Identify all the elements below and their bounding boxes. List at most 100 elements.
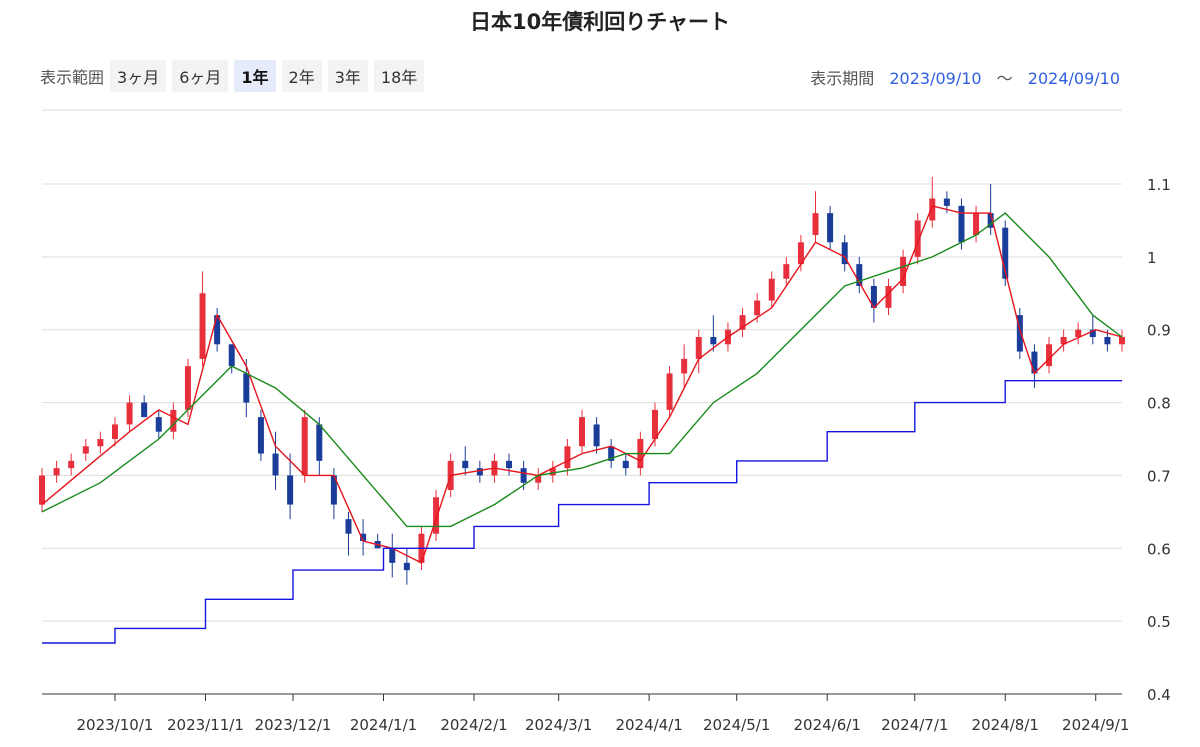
candle-body-down — [243, 373, 250, 403]
candle-body-down — [330, 475, 337, 505]
period-end-date[interactable]: 2024/09/10 — [1027, 69, 1120, 88]
candle-body-up — [1119, 337, 1125, 345]
range-3y-button[interactable]: 3年 — [327, 60, 368, 92]
candle-body-down — [593, 424, 600, 447]
candle-body-up — [535, 475, 542, 483]
x-tick-label: 2023/12/1 — [255, 716, 332, 734]
candle-body-up — [126, 402, 133, 425]
candle-body-up — [929, 198, 936, 221]
candle-body-up — [579, 417, 585, 447]
candle-body-down — [141, 402, 148, 418]
mid-moving-average-line — [41, 212, 1123, 528]
candle-body-down — [272, 453, 279, 476]
candle-body-down — [520, 468, 527, 483]
y-tick-label: 0.6 — [1147, 540, 1171, 558]
range-18y-button[interactable]: 18年 — [373, 60, 425, 92]
candle-body-down — [228, 344, 235, 367]
long-moving-average-line — [42, 380, 1122, 644]
candle-body-down — [710, 337, 717, 345]
candle-body-down — [462, 460, 469, 469]
y-tick-label: 1.1 — [1147, 176, 1171, 194]
range-3m-button[interactable]: 3ヶ月 — [110, 60, 167, 92]
candle-body-down — [622, 460, 629, 469]
candle-body-up — [433, 497, 440, 534]
y-tick-label: 0.4 — [1147, 686, 1171, 704]
range-1y-button[interactable]: 1年 — [234, 60, 276, 92]
x-tick-label: 2023/10/1 — [77, 716, 154, 734]
x-tick-label: 2024/3/1 — [525, 716, 592, 734]
candle-body-down — [987, 213, 994, 228]
period-display: 表示期間 2023/09/10 ～ 2024/09/10 — [810, 65, 1120, 89]
candle-body-up — [914, 220, 921, 257]
candle-body-up — [885, 286, 892, 308]
candle-body-down — [287, 475, 294, 505]
candle-body-up — [651, 409, 658, 439]
candle-body-up — [564, 446, 571, 469]
candle-body-down — [345, 519, 352, 534]
candle-body-up — [301, 417, 308, 476]
candle-body-down — [257, 417, 264, 454]
x-tick-label: 2024/9/1 — [1062, 716, 1129, 734]
candle-body-up — [666, 373, 673, 410]
candle-body-down — [1089, 329, 1096, 337]
candle-body-up — [184, 366, 191, 410]
x-tick-label: 2024/7/1 — [881, 716, 948, 734]
period-start-date[interactable]: 2023/09/10 — [889, 69, 982, 88]
candle-body-down — [827, 213, 834, 243]
short-moving-average-line — [41, 205, 1123, 564]
candle-body-down — [1002, 227, 1009, 279]
y-tick-label: 0.7 — [1147, 467, 1171, 485]
candle-body-down — [403, 562, 410, 571]
candle-body-up — [549, 468, 556, 476]
x-tick-label: 2024/8/1 — [972, 716, 1039, 734]
period-separator: ～ — [996, 69, 1013, 88]
candle-body-down — [841, 242, 848, 265]
y-tick-label: 0.5 — [1147, 613, 1171, 631]
candle-body-up — [797, 242, 804, 265]
candle-body-down — [506, 460, 513, 469]
candle-body-up — [170, 409, 177, 432]
candle-body-down — [856, 264, 863, 286]
candle-body-up — [695, 337, 702, 359]
candle-body-up — [111, 424, 118, 439]
range-selector-label: 表示範囲 — [40, 68, 105, 87]
candle-body-up — [53, 468, 60, 476]
candle-body-up — [1075, 329, 1082, 337]
candle-body-down — [1104, 337, 1111, 345]
candle-body-up — [82, 446, 89, 454]
candle-body-down — [870, 286, 877, 308]
candle-body-up — [97, 439, 104, 447]
candle-body-up — [739, 315, 746, 330]
candle-body-up — [973, 213, 980, 235]
candle-body-down — [476, 468, 483, 476]
candle-body-down — [155, 417, 162, 432]
candle-body-up — [768, 278, 775, 301]
x-tick-label: 2024/6/1 — [794, 716, 861, 734]
candle-body-up — [68, 460, 75, 469]
x-tick-label: 2024/4/1 — [615, 716, 682, 734]
moving-average-lines — [41, 205, 1123, 644]
candle-body-up — [39, 475, 45, 505]
candle-body-up — [199, 293, 206, 359]
candle-body-up — [1046, 344, 1053, 367]
range-selector: 表示範囲 3ヶ月 6ヶ月 1年 2年 3年 18年 — [40, 60, 430, 92]
grid-lines — [42, 109, 1122, 622]
candle-body-down — [389, 548, 396, 563]
candle-body-down — [608, 446, 615, 461]
candle-body-up — [783, 264, 790, 279]
page-title: 日本10年債利回りチャート — [469, 10, 730, 34]
axes: 0.4 0.5 0.6 0.7 0.8 0.9 1 1.1 2023/10/1 2023/11/1… — [42, 176, 1171, 734]
range-6m-button[interactable]: 6ヶ月 — [172, 60, 229, 92]
candle-body-down — [316, 424, 323, 461]
range-2y-button[interactable]: 2年 — [281, 60, 322, 92]
candle-body-down — [1016, 315, 1023, 352]
candle-body-down — [958, 205, 965, 243]
candle-body-down — [360, 533, 367, 541]
period-label: 表示期間 — [810, 69, 875, 88]
x-tick-label: 2024/5/1 — [703, 716, 770, 734]
candle-body-down — [214, 315, 221, 345]
candlesticks — [39, 176, 1125, 585]
y-tick-label: 0.9 — [1147, 322, 1171, 340]
candle-body-down — [943, 198, 950, 206]
